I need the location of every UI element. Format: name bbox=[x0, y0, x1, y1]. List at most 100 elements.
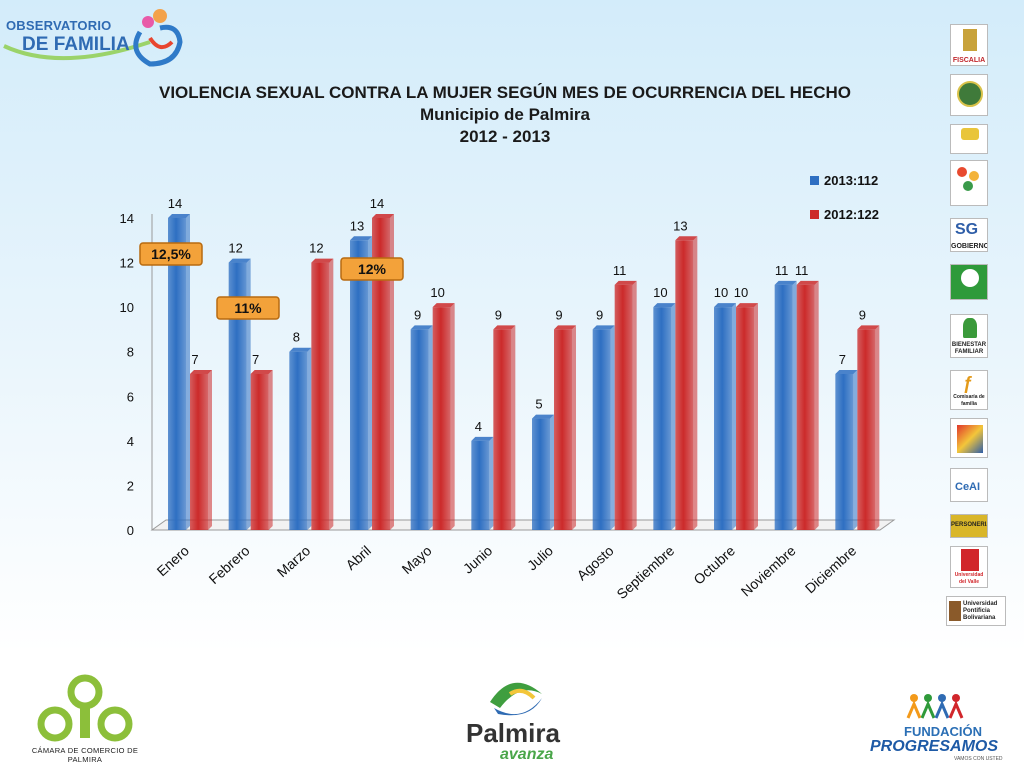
hands-logo bbox=[950, 160, 988, 206]
bar-side bbox=[390, 214, 394, 530]
personeria-logo: PERSONERIA bbox=[950, 514, 988, 538]
bar-side bbox=[550, 414, 554, 530]
progresamos-text: PROGRESAMOS bbox=[870, 738, 999, 755]
bar bbox=[493, 329, 512, 530]
bar-side bbox=[732, 303, 736, 530]
bar-top bbox=[714, 303, 736, 308]
data-label: 7 bbox=[252, 352, 259, 367]
bar bbox=[432, 307, 451, 530]
data-label: 9 bbox=[414, 307, 421, 322]
bar bbox=[857, 329, 876, 530]
bienestar-familiar-logo: BIENESTAR FAMILIAR bbox=[950, 314, 988, 358]
bar-top bbox=[350, 236, 372, 241]
bar-side bbox=[368, 236, 372, 531]
y-tick-label: 12 bbox=[120, 256, 134, 271]
institucion-logo bbox=[950, 124, 988, 154]
x-tick-label: Mayo bbox=[399, 542, 435, 577]
y-tick-label: 10 bbox=[120, 300, 134, 315]
fundacion-text: FUNDACIÓN bbox=[904, 724, 982, 739]
bar-side bbox=[572, 325, 576, 530]
data-label: 14 bbox=[168, 196, 182, 211]
bar bbox=[532, 418, 550, 530]
bar bbox=[228, 262, 247, 530]
bar bbox=[350, 240, 368, 531]
bar-top bbox=[532, 414, 554, 419]
chart-title-block: VIOLENCIA SEXUAL CONTRA LA MUJER SEGÚN M… bbox=[100, 82, 910, 148]
bar bbox=[736, 307, 754, 530]
y-tick-label: 14 bbox=[120, 211, 134, 226]
bar-top bbox=[796, 280, 819, 285]
bar bbox=[714, 307, 732, 530]
bar bbox=[289, 351, 308, 530]
bar-top bbox=[190, 370, 212, 374]
bar-side bbox=[632, 280, 637, 530]
data-label: 11 bbox=[613, 263, 627, 278]
vamos-text: VAMOS CON USTED bbox=[954, 756, 1003, 762]
avanza-text: avanza bbox=[500, 746, 554, 763]
chart-title: VIOLENCIA SEXUAL CONTRA LA MUJER SEGÚN M… bbox=[158, 83, 852, 102]
bar-top bbox=[835, 370, 858, 374]
camara-comercio-caption: CÁMARA DE COMERCIO DE PALMIRA bbox=[31, 746, 139, 764]
bar-side bbox=[307, 347, 312, 530]
observatorio-text-1: OBSERVATORIO bbox=[6, 18, 112, 33]
bar bbox=[168, 218, 186, 530]
bar-side bbox=[489, 436, 494, 530]
bar-side bbox=[329, 258, 334, 530]
casa-justicia-logo bbox=[950, 418, 988, 458]
data-label: 9 bbox=[596, 307, 603, 322]
camara-comercio-icon bbox=[37, 674, 133, 742]
bar-side bbox=[814, 280, 819, 530]
bar-side bbox=[208, 370, 212, 530]
data-label: 7 bbox=[839, 352, 846, 367]
bar-top bbox=[250, 370, 273, 374]
bar bbox=[835, 374, 854, 530]
y-tick-label: 4 bbox=[127, 434, 134, 449]
observatorio-text-2: DE FAMILIA bbox=[22, 34, 130, 55]
data-label: 12 bbox=[309, 241, 323, 256]
bar-top bbox=[168, 214, 190, 218]
bar bbox=[653, 307, 672, 530]
bar-top bbox=[614, 280, 637, 285]
x-tick-label: Septiembre bbox=[613, 542, 677, 602]
data-label: 10 bbox=[430, 285, 444, 300]
x-tick-label: Junio bbox=[460, 542, 496, 576]
bar-top bbox=[675, 236, 698, 241]
bar-side bbox=[875, 325, 880, 530]
bar-top bbox=[592, 325, 615, 330]
bar-side bbox=[754, 303, 758, 530]
bar bbox=[675, 240, 694, 531]
bar-top bbox=[410, 325, 433, 330]
bar-top bbox=[857, 325, 880, 330]
bar-side bbox=[428, 325, 433, 530]
bar-side bbox=[511, 325, 516, 530]
legend-swatch bbox=[810, 176, 819, 185]
bar bbox=[372, 218, 390, 530]
x-tick-label: Diciembre bbox=[802, 542, 860, 596]
data-label: 7 bbox=[191, 352, 198, 367]
bar-top bbox=[736, 303, 758, 308]
data-label: 12 bbox=[228, 241, 242, 256]
univalle-logo: Universidad del Valle bbox=[950, 546, 988, 588]
bar bbox=[250, 374, 269, 530]
comisaria-logo: ƒ Comisaría de familia bbox=[950, 370, 988, 410]
bar-top bbox=[471, 436, 494, 441]
bar-top bbox=[228, 258, 251, 263]
bar bbox=[311, 262, 330, 530]
data-label: 13 bbox=[673, 218, 687, 233]
data-label: 11 bbox=[795, 263, 809, 278]
annotation-label: 11% bbox=[234, 300, 262, 316]
bar-top bbox=[432, 303, 455, 308]
palmira-swirl-icon bbox=[490, 682, 542, 716]
fiscalia-logo: FISCALIA bbox=[950, 24, 988, 66]
x-tick-label: Abril bbox=[342, 542, 374, 573]
x-tick-label: Octubre bbox=[690, 542, 738, 587]
bar-side bbox=[853, 370, 858, 530]
chart-period: 2012 - 2013 bbox=[459, 127, 551, 146]
bar-side bbox=[246, 258, 251, 530]
data-label: 9 bbox=[495, 307, 502, 322]
data-label: 10 bbox=[714, 285, 728, 300]
green-logo bbox=[950, 264, 988, 300]
data-label: 13 bbox=[350, 218, 364, 233]
data-label: 11 bbox=[775, 263, 789, 278]
annotation-box bbox=[216, 296, 280, 320]
